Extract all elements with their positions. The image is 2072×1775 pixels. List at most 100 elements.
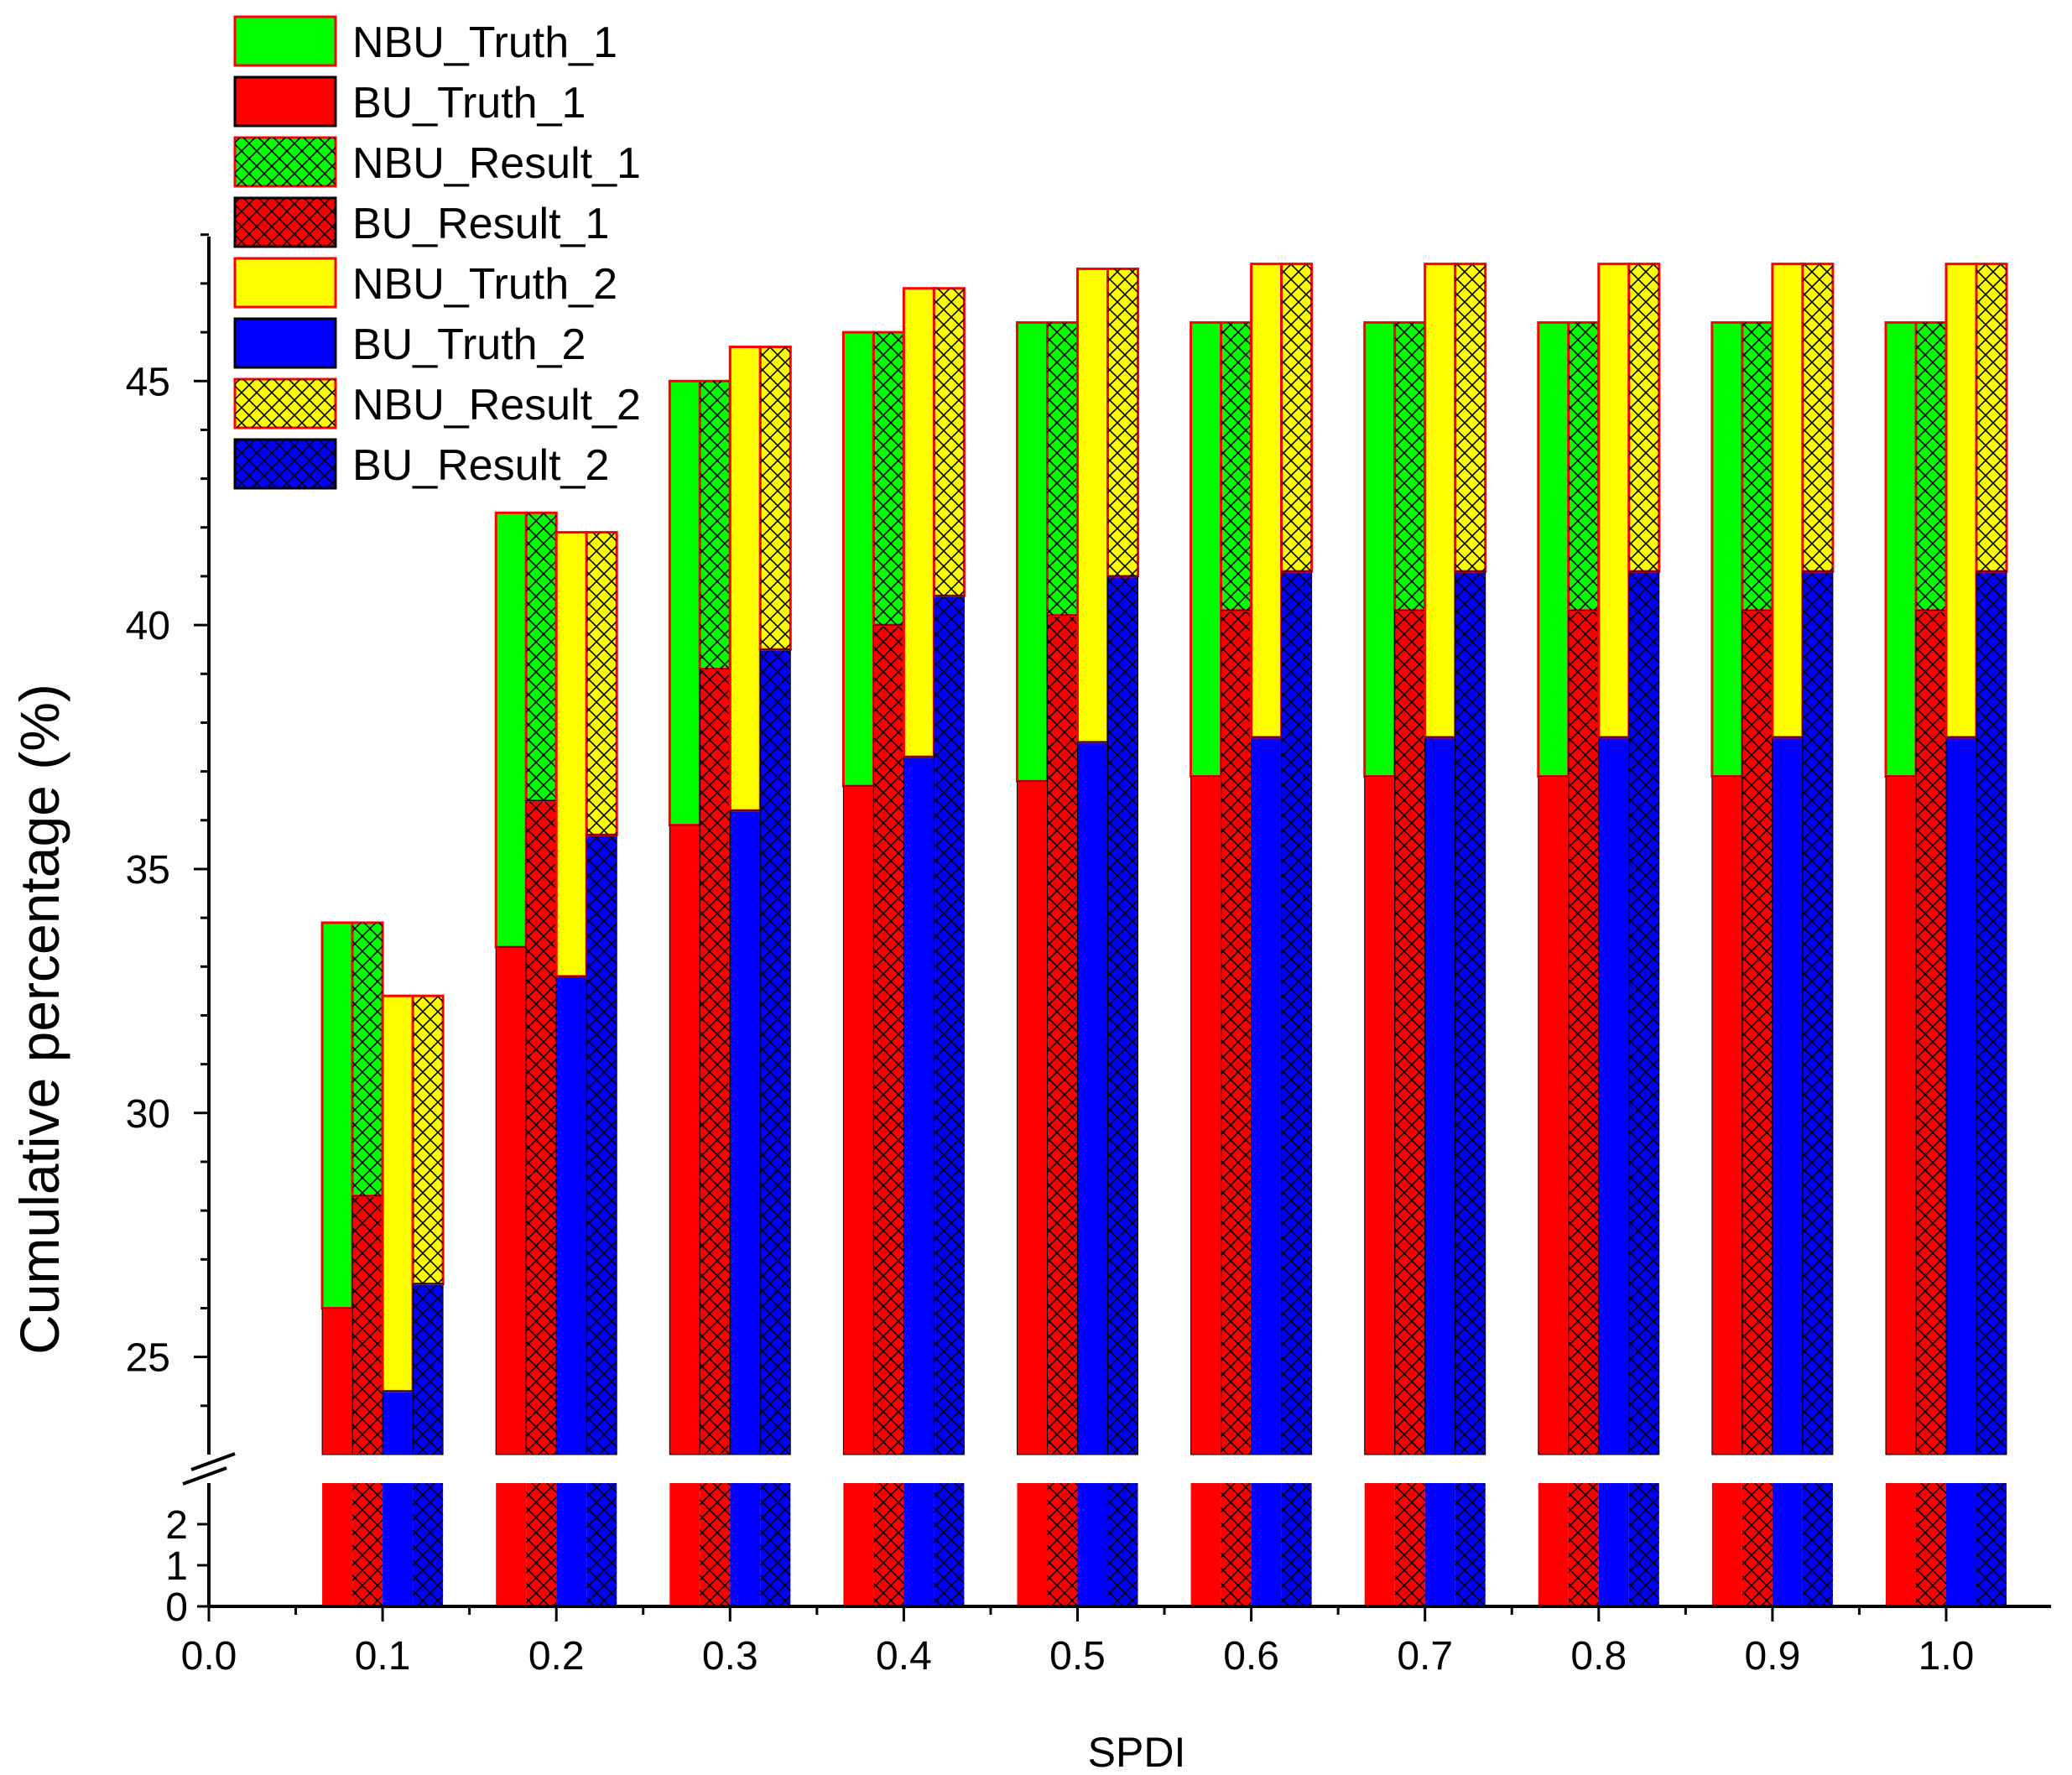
bar-hatch bbox=[934, 288, 965, 596]
bar-hatch bbox=[1281, 571, 1312, 1455]
y-tick-label: 30 bbox=[126, 1092, 170, 1137]
bar-outline bbox=[1976, 570, 2007, 1455]
bar-hatch bbox=[1455, 1483, 1486, 1606]
axis-break-mark bbox=[190, 1452, 236, 1471]
x-tick-label: 0.1 bbox=[355, 1634, 411, 1679]
bar-segment-lower bbox=[1538, 1483, 1569, 1606]
x-tick-label: 0.7 bbox=[1397, 1634, 1453, 1679]
bar-hatch bbox=[1916, 322, 1946, 611]
legend-item: BU_Truth_2 bbox=[233, 317, 586, 369]
bar-hatch bbox=[700, 669, 731, 1455]
legend-label: BU_Truth_2 bbox=[352, 320, 586, 369]
legend-swatch bbox=[233, 15, 337, 67]
bar-segment-top bbox=[668, 379, 701, 827]
bar-hatch bbox=[1221, 322, 1252, 611]
legend-label: NBU_Result_2 bbox=[352, 381, 641, 429]
bar-group bbox=[1597, 263, 1631, 1606]
bar-group bbox=[902, 287, 935, 1606]
legend-label: NBU_Truth_2 bbox=[352, 260, 617, 309]
x-tick-label: 0.2 bbox=[528, 1634, 585, 1679]
axes-layer bbox=[182, 237, 2051, 1608]
bar-hatch bbox=[586, 532, 617, 835]
bar-group bbox=[1771, 263, 1804, 1606]
bar-group bbox=[1710, 320, 1744, 1606]
bar-group bbox=[1280, 263, 1314, 1606]
bar-segment-lower bbox=[322, 1483, 353, 1606]
bar-segment-bottom bbox=[1886, 776, 1916, 1455]
bar-hatch bbox=[1741, 322, 1773, 611]
bar-segment-top bbox=[1944, 263, 1978, 739]
bar-group bbox=[728, 346, 762, 1606]
bar-segment-lower bbox=[1190, 1483, 1221, 1606]
bar-hatch bbox=[352, 1483, 383, 1606]
bar-hatch bbox=[1394, 1483, 1425, 1606]
bar-segment-lower bbox=[1364, 1483, 1395, 1606]
bar-hatch bbox=[526, 1483, 557, 1606]
bar-hatch bbox=[1976, 571, 2007, 1455]
bar-group bbox=[1801, 263, 1835, 1606]
bar-segment-lower bbox=[730, 1483, 761, 1606]
bar-hatch bbox=[1802, 571, 1833, 1455]
bar-hatch bbox=[700, 381, 731, 669]
legend-swatch bbox=[233, 317, 337, 369]
bar-segment-top bbox=[728, 346, 762, 812]
bar-hatch bbox=[760, 346, 791, 650]
bar-segment-lower bbox=[669, 1483, 700, 1606]
bar-hatch bbox=[1568, 1483, 1599, 1606]
bar-segment-top bbox=[494, 511, 528, 949]
legend-swatch-hatch bbox=[235, 379, 336, 428]
y-tick-label: 35 bbox=[126, 848, 170, 893]
bar-hatch bbox=[1455, 571, 1486, 1455]
bar-segment-lower bbox=[383, 1483, 414, 1606]
bar-segment-lower bbox=[1017, 1483, 1048, 1606]
bar-hatch bbox=[1976, 1483, 2007, 1606]
bar-group bbox=[668, 379, 701, 1606]
bar-group bbox=[1250, 263, 1283, 1606]
legend-label: BU_Truth_1 bbox=[352, 79, 586, 128]
x-axis-title: SPDI bbox=[1088, 1729, 1186, 1775]
bar-segment-top bbox=[1597, 263, 1631, 739]
bar-hatch bbox=[1802, 1483, 1833, 1606]
bar-segment-top bbox=[1016, 320, 1049, 783]
bar-hatch bbox=[1916, 610, 1946, 1455]
bar-hatch bbox=[526, 800, 557, 1455]
legend-swatch-hatch bbox=[235, 198, 336, 247]
bar-hatch bbox=[1047, 615, 1078, 1455]
bar-outline bbox=[1802, 570, 1834, 1455]
bar-hatch bbox=[1568, 322, 1599, 611]
bar-group bbox=[1627, 263, 1661, 1606]
bar-segment-top bbox=[1250, 263, 1283, 739]
bar-segment-bottom bbox=[1711, 776, 1742, 1455]
bars-layer bbox=[320, 263, 2008, 1606]
bar-hatch bbox=[1568, 610, 1599, 1455]
bar-hatch bbox=[586, 835, 617, 1455]
y-tick-label: 25 bbox=[126, 1336, 170, 1381]
bar-segment-top bbox=[381, 994, 414, 1392]
legend-label: BU_Result_1 bbox=[352, 200, 609, 248]
bar-hatch bbox=[1455, 263, 1486, 572]
bar-group bbox=[381, 994, 414, 1606]
bar-segment-lower bbox=[1598, 1483, 1629, 1606]
bar-hatch bbox=[873, 625, 904, 1455]
bar-segment-top bbox=[1537, 320, 1570, 778]
bar-segment-bottom bbox=[1946, 737, 1976, 1455]
bar-outline bbox=[586, 834, 617, 1455]
bar-hatch bbox=[1221, 610, 1252, 1455]
bar-hatch bbox=[1281, 1483, 1312, 1606]
legend-swatch bbox=[233, 257, 337, 309]
bar-segment-bottom bbox=[669, 825, 700, 1455]
bar-hatch bbox=[873, 1483, 904, 1606]
bar-hatch bbox=[413, 1483, 444, 1606]
x-tick-label: 0.8 bbox=[1570, 1634, 1627, 1679]
bar-outline bbox=[1107, 575, 1138, 1455]
bar-segment-lower bbox=[1886, 1483, 1916, 1606]
bar-hatch bbox=[1802, 263, 1833, 572]
bar-hatch bbox=[1394, 610, 1425, 1455]
bar-group bbox=[1975, 263, 2008, 1606]
legend-label: BU_Result_2 bbox=[352, 441, 609, 490]
x-tick-label: 0.9 bbox=[1745, 1634, 1801, 1679]
bar-group bbox=[320, 921, 354, 1606]
x-tick-label: 0.5 bbox=[1049, 1634, 1106, 1679]
bar-segment-lower bbox=[496, 1483, 527, 1606]
